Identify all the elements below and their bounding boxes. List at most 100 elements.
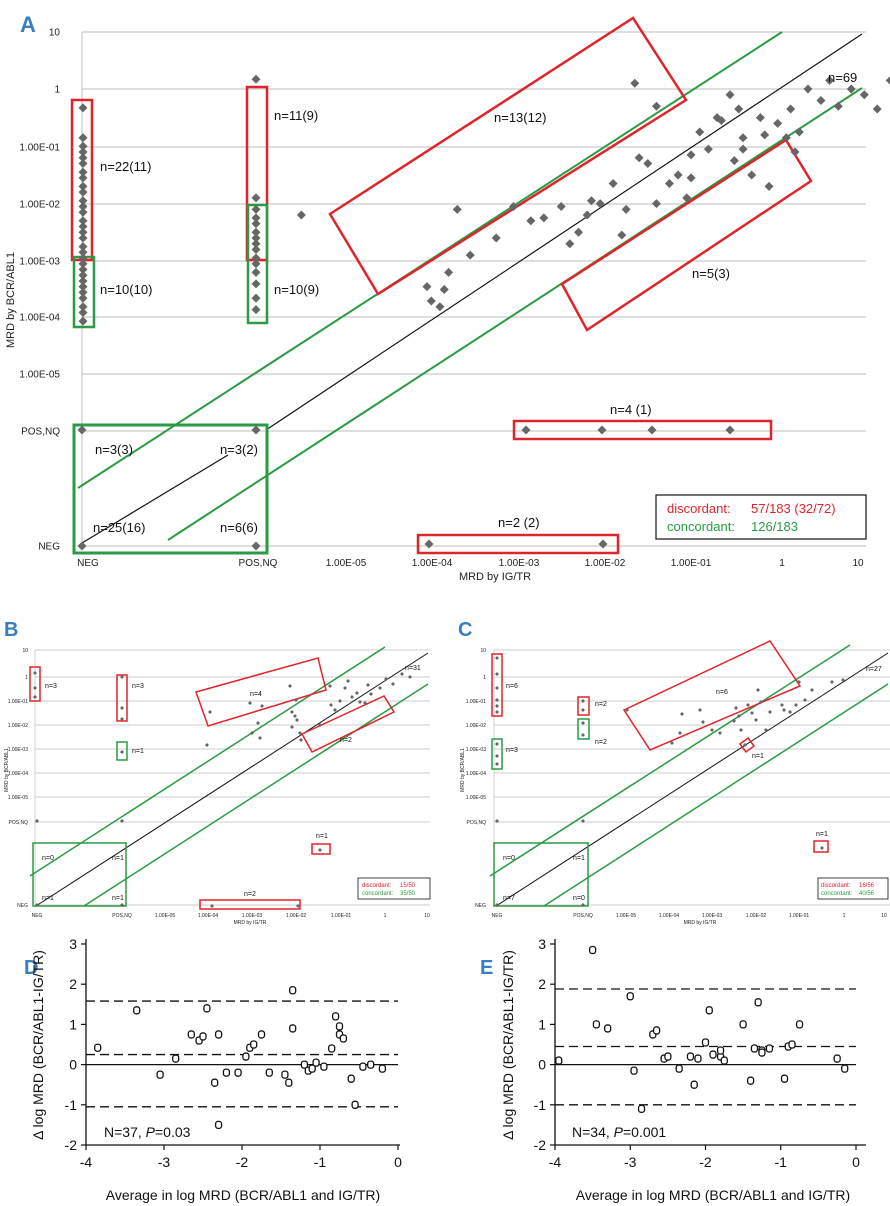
panel-e-x-tick-label: -4 xyxy=(549,1154,562,1170)
panel-d-x-tick-label: -4 xyxy=(80,1154,93,1170)
panel-b-legend-discordant-value: 15/50 xyxy=(400,883,416,889)
panel-e-data-point xyxy=(750,1044,759,1053)
panel-a-data-point xyxy=(781,133,791,143)
panel-b-chart: B 10 1 1.00E-01 1.00E-02 1.00E-03 1.00E-04 1.0… xyxy=(4,619,431,926)
panel-b-data-point xyxy=(290,710,294,714)
panel-a-data-point xyxy=(78,316,88,326)
c-y-tick-label: NEG xyxy=(475,903,486,909)
panel-a-data-point xyxy=(78,153,88,163)
panel-c-data-point xyxy=(782,708,786,712)
panel-b-data-point xyxy=(384,677,388,681)
panel-b-x-axis-label: MRD by IG/TR xyxy=(234,920,267,926)
a-x-tick-label: 1.00E-01 xyxy=(671,558,712,569)
panel-b-data-point xyxy=(293,714,297,718)
panel-a-data-point xyxy=(296,210,306,220)
panel-a-data-point xyxy=(794,127,804,137)
panel-a-data-point xyxy=(424,539,434,549)
panel-a-data-point xyxy=(686,150,696,160)
panel-a-data-point xyxy=(78,276,88,286)
panel-a-data-point xyxy=(251,204,261,214)
panel-c-annotation: n=3 xyxy=(506,747,518,754)
panel-a-annotation: n=69 xyxy=(828,70,857,85)
panel-b-data-point xyxy=(33,671,37,675)
a-y-tick-label: POS,NQ xyxy=(21,427,60,438)
panel-e-data-point xyxy=(709,1050,717,1059)
panel-a-data-point xyxy=(78,287,88,297)
panel-e-data-point xyxy=(555,1056,563,1065)
b-y-tick-label: 1.00E-03 xyxy=(8,747,29,753)
panel-a-data-point xyxy=(755,113,765,123)
panel-a-data-point xyxy=(747,170,757,180)
panel-c-box xyxy=(491,738,503,770)
panel-a-identity-line-lower xyxy=(81,454,229,544)
panel-b-box xyxy=(199,899,301,910)
panel-e-data-point xyxy=(795,1020,804,1029)
panel-a-data-point xyxy=(738,144,748,154)
panel-d-data-point xyxy=(203,1004,211,1013)
panel-d-data-point xyxy=(199,1032,207,1041)
panel-b-data-point xyxy=(35,819,39,823)
panel-c-data-point xyxy=(581,733,585,737)
a-y-tick-label: 1.00E-01 xyxy=(19,143,60,154)
panel-c-data-point xyxy=(495,704,499,708)
panel-a-data-point xyxy=(422,282,432,292)
panel-a-annotation: n=22(11) xyxy=(100,159,151,174)
panel-b-data-point xyxy=(369,692,373,696)
panel-b-data-point xyxy=(366,683,370,687)
panel-a-data-point xyxy=(78,147,88,157)
panel-d-data-point xyxy=(257,1030,266,1039)
panel-b-upper-limit-line xyxy=(29,646,386,877)
panel-c-data-point xyxy=(737,714,741,718)
panel-c-annotation: n=27 xyxy=(866,666,882,673)
panel-d-data-point xyxy=(156,1070,164,1079)
c-y-tick-label: 1.00E-04 xyxy=(466,771,487,777)
panel-b-data-point xyxy=(298,731,302,735)
panel-e-data-point xyxy=(705,1006,713,1015)
panel-a-chart: A 10 1 1.00E-01 1.00E-02 1.00E-03 1.00E-04 1.0… xyxy=(5,12,890,583)
panel-b-data-point xyxy=(35,903,39,907)
panel-b-lower-limit-line xyxy=(83,683,429,907)
panel-c-lower-limit-line xyxy=(543,683,889,907)
c-y-tick-label: 1.00E-01 xyxy=(466,699,487,705)
panel-b-annotation: n=1 xyxy=(112,855,124,862)
panel-c-data-point xyxy=(750,711,754,715)
panel-a-legend-discordant: discordant: xyxy=(667,501,731,516)
b-x-tick-label: NEG xyxy=(32,913,43,919)
panel-e-data-point xyxy=(716,1046,725,1055)
panel-c-y-ticks: 10 1 1.00E-01 1.00E-02 1.00E-03 1.00E-04 1.00E… xyxy=(466,648,487,909)
panel-c-data-point xyxy=(710,728,714,732)
a-y-tick-label: 1.00E-02 xyxy=(19,200,60,211)
panel-e-data-point xyxy=(604,1024,612,1033)
panel-e-y-tick-label: 0 xyxy=(538,1057,546,1073)
panel-a-data-point xyxy=(630,78,640,88)
panel-a-points xyxy=(77,74,890,551)
panel-a-box-concordant-neg xyxy=(72,423,269,555)
panel-a-data-point xyxy=(491,233,501,243)
panel-b-legend-concordant: concordant: xyxy=(362,891,394,897)
panel-a-annotation: n=5(3) xyxy=(692,266,730,281)
panel-d-data-point xyxy=(339,1034,348,1043)
panel-a-annotation: n=2 (2) xyxy=(498,515,540,530)
panel-c-data-point xyxy=(764,728,768,732)
b-y-tick-label: 1.00E-05 xyxy=(8,795,29,801)
panel-a-data-point xyxy=(78,264,88,274)
panel-c-data-point xyxy=(670,741,674,745)
panel-a-data-point xyxy=(465,250,475,260)
panel-c-annotation: n=2 xyxy=(595,701,607,708)
a-x-tick-label: 1.00E-02 xyxy=(585,558,626,569)
panel-a-data-point xyxy=(725,90,735,100)
panel-a-data-point xyxy=(251,74,261,84)
panel-e-data-point xyxy=(588,945,597,955)
panel-b-annotation: n=1 xyxy=(42,895,54,902)
b-x-tick-label: 10 xyxy=(424,913,430,919)
panel-d-reference-lines xyxy=(86,1000,398,1108)
panel-e-y-tick-label: 2 xyxy=(538,976,546,992)
panel-a-data-point xyxy=(729,156,739,166)
panel-e-annotation: N=34, P=0.001 xyxy=(572,1124,666,1140)
panel-e-y-axis-label: Δ log MRD (BCR/ABL1-IG/TR) xyxy=(500,950,516,1140)
panel-a-data-point xyxy=(78,227,88,237)
panel-b-data-point xyxy=(296,904,300,908)
b-x-tick-label: 1.00E-01 xyxy=(331,913,352,919)
panel-c-annotation: n=7 xyxy=(503,895,515,902)
b-x-tick-label: 1.00E-05 xyxy=(155,913,176,919)
